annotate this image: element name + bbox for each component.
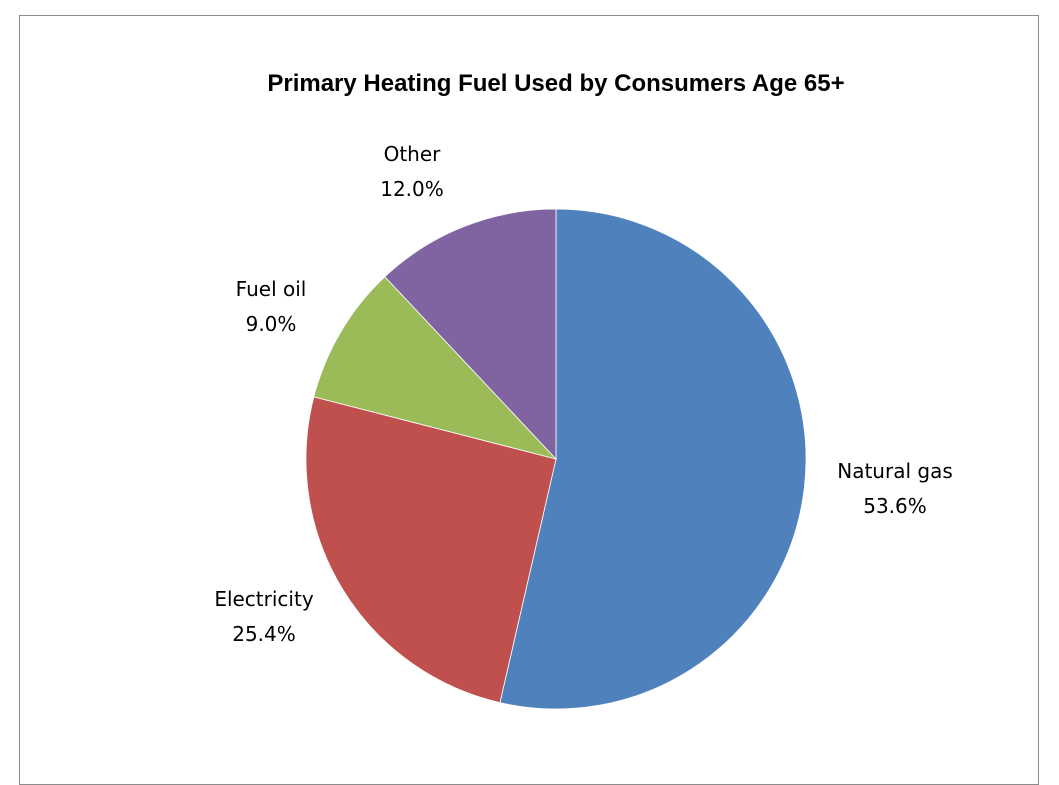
chart-title: Primary Heating Fuel Used by Consumers A… <box>267 70 845 97</box>
pie-slice-natural-gas <box>499 208 807 710</box>
pie-slice-fuel-oil <box>313 276 558 460</box>
pie-slice-electricity <box>305 396 557 704</box>
slice-value-electricity: 25.4% <box>232 622 296 646</box>
slice-value-natural-gas: 53.6% <box>863 494 927 518</box>
slice-label-fuel-oil: Fuel oil <box>236 277 307 301</box>
slice-value-other: 12.0% <box>380 177 444 201</box>
pie-labels: Natural gas 53.6% Electricity 25.4% Fuel oil… <box>214 142 952 646</box>
slice-label-electricity: Electricity <box>214 587 314 611</box>
pie-slices <box>305 208 807 710</box>
slice-value-fuel-oil: 9.0% <box>246 312 297 336</box>
slice-label-natural-gas: Natural gas <box>837 459 953 483</box>
pie-slice-other <box>384 208 557 461</box>
slice-label-other: Other <box>384 142 442 166</box>
